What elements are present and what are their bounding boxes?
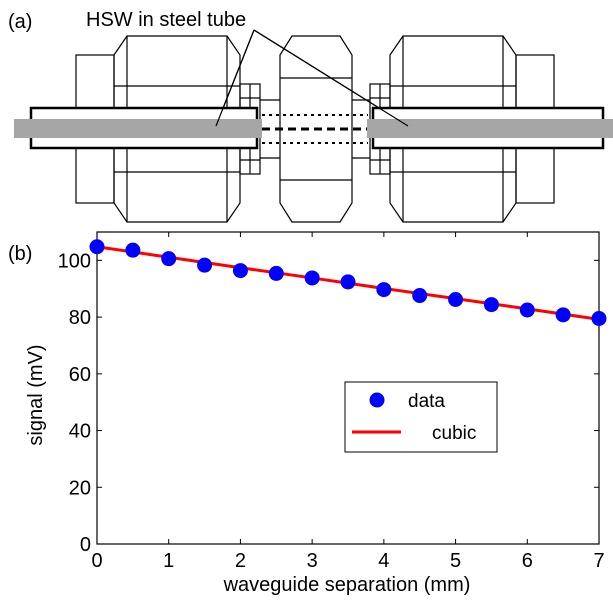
x-tick-label-2: 2 bbox=[235, 550, 246, 572]
panel-a: (a) HSW in steel tube bbox=[8, 9, 613, 223]
y-axis-label: signal (mV) bbox=[25, 344, 47, 445]
x-tick-label-3: 3 bbox=[307, 550, 318, 572]
right-waveguide bbox=[367, 119, 613, 138]
panel-b: (b) signal (mV) waveguide separation (mm… bbox=[8, 231, 607, 596]
data-point-0 bbox=[89, 239, 105, 255]
data-point-5 bbox=[268, 265, 284, 281]
data-point-7 bbox=[340, 274, 356, 290]
x-tick-label-5: 5 bbox=[450, 550, 461, 572]
data-point-14 bbox=[591, 311, 607, 327]
legend-label-data: data bbox=[408, 391, 445, 412]
data-point-4 bbox=[232, 263, 248, 279]
legend: data cubic bbox=[344, 381, 498, 453]
x-axis-label: waveguide separation (mm) bbox=[223, 574, 471, 596]
plot-frame bbox=[96, 231, 600, 545]
data-point-2 bbox=[161, 251, 177, 267]
y-tick-label-1: 20 bbox=[69, 477, 91, 499]
data-point-1 bbox=[125, 242, 141, 258]
data-point-3 bbox=[197, 257, 213, 273]
data-point-6 bbox=[304, 270, 320, 286]
annotation-leader-right-over bbox=[253, 29, 409, 127]
center-body bbox=[260, 35, 370, 223]
panel-a-label: (a) bbox=[8, 11, 32, 33]
y-tick-label-0: 0 bbox=[80, 534, 91, 556]
panel-b-label: (b) bbox=[8, 243, 32, 265]
plot-area: 0 1 2 3 4 5 6 7 0 20 40 60 80 100 bbox=[58, 231, 607, 572]
y-tick-label-5: 100 bbox=[58, 250, 91, 272]
data-point-13 bbox=[555, 307, 571, 323]
y-tick-label-4: 80 bbox=[69, 307, 91, 329]
legend-label-cubic: cubic bbox=[432, 423, 476, 444]
y-tick-label-2: 40 bbox=[69, 421, 91, 443]
annotation-hsw: HSW in steel tube bbox=[86, 9, 246, 31]
x-tick-label-0: 0 bbox=[91, 550, 102, 572]
legend-box bbox=[344, 381, 498, 453]
x-tick-label-1: 1 bbox=[163, 550, 174, 572]
data-point-9 bbox=[412, 288, 428, 304]
x-tick-label-7: 7 bbox=[593, 550, 604, 572]
data-point-12 bbox=[519, 302, 535, 318]
y-tick-label-3: 60 bbox=[69, 364, 91, 386]
legend-marker-data bbox=[369, 392, 385, 408]
data-point-10 bbox=[448, 292, 464, 308]
x-tick-label-4: 4 bbox=[378, 550, 389, 572]
data-point-11 bbox=[483, 297, 499, 313]
left-waveguide bbox=[14, 119, 262, 138]
annotation-leader-left-over bbox=[215, 29, 255, 127]
data-point-8 bbox=[376, 282, 392, 298]
x-tick-label-6: 6 bbox=[522, 550, 533, 572]
